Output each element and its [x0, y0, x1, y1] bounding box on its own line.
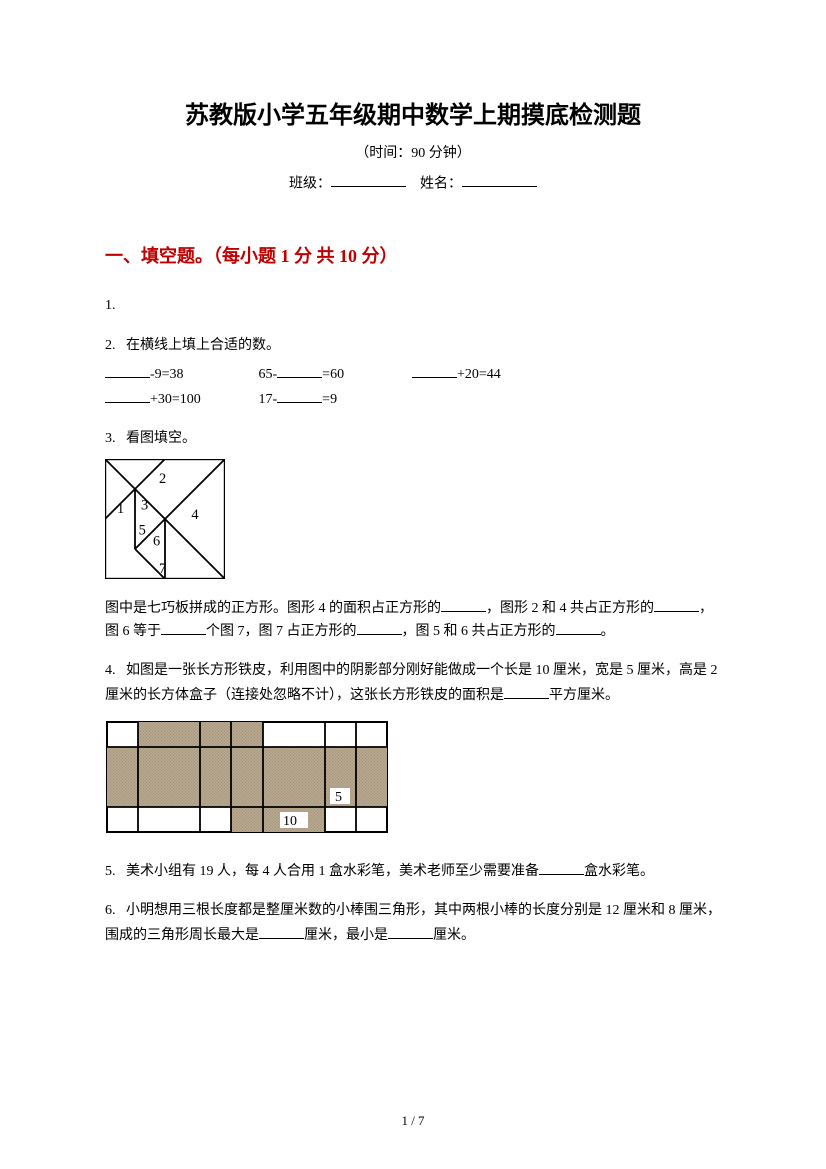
- name-label: 姓名：: [420, 176, 462, 191]
- question-3: 3. 看图填空。 1 2 3 4 5 6 7 图中是七巧板拼成的正方形。图形 4…: [105, 426, 721, 644]
- q3-blank1: [441, 598, 486, 612]
- q6-blank2: [388, 925, 433, 939]
- q4-text: 如图是一张长方形铁皮，利用图中的阴影部分刚好能做成一个长是 10 厘米，宽是 5…: [105, 663, 718, 703]
- q5-number: 5.: [105, 864, 116, 879]
- q2-blank1: [105, 364, 150, 378]
- q3-blank2: [654, 598, 699, 612]
- question-1: 1.: [105, 293, 721, 318]
- question-6: 6. 小明想用三根长度都是整厘米数的小棒围三角形，其中两根小棒的长度分别是 12…: [105, 898, 721, 948]
- q3-title: 看图填空。: [126, 431, 196, 446]
- svg-text:5: 5: [139, 523, 146, 539]
- section-1-header: 一、填空题。（每小题 1 分 共 10 分）: [105, 242, 721, 268]
- q2-number: 2.: [105, 338, 116, 353]
- q2-equations: -9=38 65-=60 +20=44 +30=100 17-=9: [105, 362, 721, 412]
- question-5: 5. 美术小组有 19 人，每 4 人合用 1 盒水彩笔，美术老师至少需要准备盒…: [105, 859, 721, 884]
- svg-text:5: 5: [335, 790, 342, 805]
- q2-blank4: [105, 389, 150, 403]
- q3-blank5: [556, 621, 601, 635]
- tangram-diagram: 1 2 3 4 5 6 7: [105, 459, 721, 588]
- name-blank: [462, 172, 537, 187]
- question-4: 4. 如图是一张长方形铁皮，利用图中的阴影部分刚好能做成一个长是 10 厘米，宽…: [105, 658, 721, 845]
- svg-text:2: 2: [159, 471, 166, 487]
- class-label: 班级：: [289, 176, 331, 191]
- q3-number: 3.: [105, 431, 116, 446]
- svg-text:3: 3: [141, 498, 148, 514]
- svg-text:1: 1: [117, 501, 124, 517]
- q4-blank: [504, 685, 549, 699]
- q2-blank2: [277, 364, 322, 378]
- page-number: 1 / 7: [0, 1113, 826, 1129]
- q2-blank5: [277, 389, 322, 403]
- q5-text: 美术小组有 19 人，每 4 人合用 1 盒水彩笔，美术老师至少需要准备盒水彩笔…: [126, 864, 654, 879]
- svg-text:10: 10: [283, 814, 297, 829]
- question-2: 2. 在横线上填上合适的数。 -9=38 65-=60 +20=44 +30=1…: [105, 333, 721, 413]
- svg-text:6: 6: [153, 534, 160, 550]
- q2-blank3: [412, 364, 457, 378]
- q5-blank: [539, 861, 584, 875]
- q2-title: 在横线上填上合适的数。: [126, 338, 280, 353]
- q3-blank4: [357, 621, 402, 635]
- document-title: 苏教版小学五年级期中数学上期摸底检测题: [105, 95, 721, 130]
- q6-text: 小明想用三根长度都是整厘米数的小棒围三角形，其中两根小棒的长度分别是 12 厘米…: [105, 903, 721, 943]
- q6-number: 6.: [105, 903, 116, 918]
- class-blank: [331, 172, 406, 187]
- svg-text:7: 7: [159, 561, 166, 577]
- q3-blank3: [161, 621, 206, 635]
- q6-blank1: [259, 925, 304, 939]
- student-info-line: 班级： 姓名：: [105, 172, 721, 192]
- time-info: （时间：90 分钟）: [105, 142, 721, 162]
- q1-number: 1.: [105, 298, 116, 313]
- rectangle-diagram: 5 10: [105, 720, 721, 844]
- svg-text:4: 4: [191, 507, 198, 523]
- q3-text: 图中是七巧板拼成的正方形。图形 4 的面积占正方形的，图形 2 和 4 共占正方…: [105, 597, 721, 645]
- q4-number: 4.: [105, 663, 116, 678]
